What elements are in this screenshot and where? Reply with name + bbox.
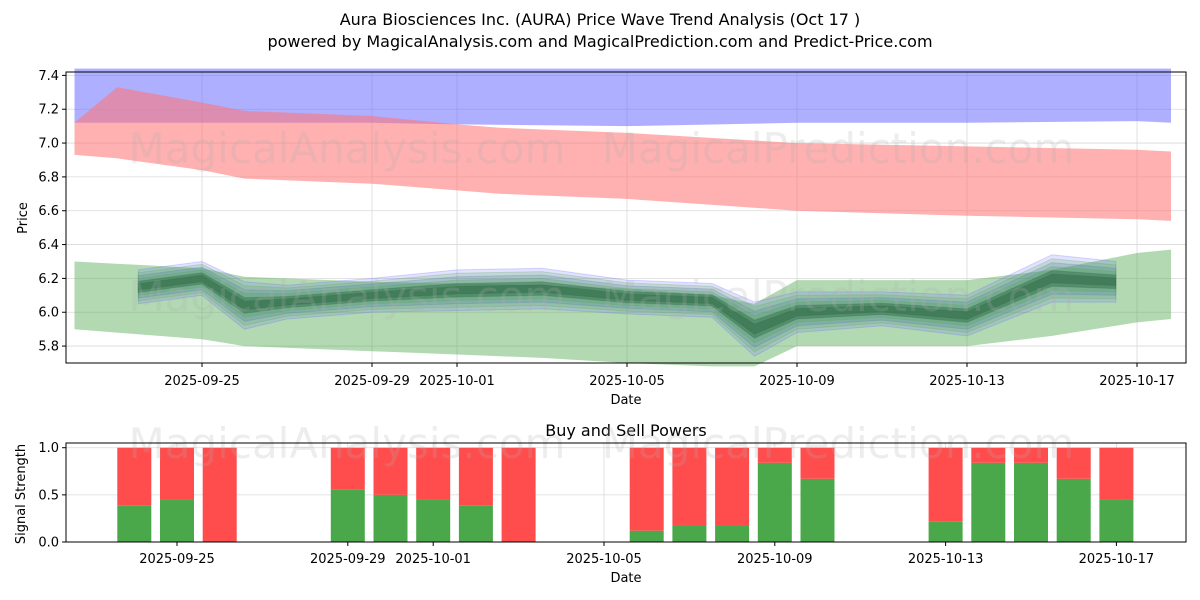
price-y-tick-label: 6.4 [38,238,59,253]
buy-bar [416,499,451,542]
price-y-tick-label: 6.6 [38,204,59,219]
price-y-tick-label: 6.0 [38,306,59,321]
signal-x-tick-label: 2025-09-29 [310,552,386,567]
price-x-tick-label: 2025-10-09 [759,374,835,389]
buy-bar [971,462,1006,542]
signal-x-tick-label: 2025-10-05 [566,552,642,567]
price-y-tick-label: 7.0 [38,137,59,152]
price-x-tick-label: 2025-10-17 [1099,374,1175,389]
sell-bar [202,447,237,542]
signal-y-label: Signal Strength [14,444,29,544]
sell-bar [117,447,152,506]
sell-bar [928,447,963,522]
price-y-ticks: 5.8 6.0 6.2 6.4 6.6 6.8 7.0 7.2 7.4 [38,69,66,355]
sell-bar [757,447,792,463]
signal-x-tick-label: 2025-10-17 [1079,552,1155,567]
band-blue-channel [74,68,1171,127]
sell-bar [971,447,1006,463]
band-red-channel [74,87,1171,221]
buy-bar [330,489,365,542]
buy-bar [117,505,152,542]
signal-x-tick-label: 2025-10-13 [908,552,984,567]
price-x-ticks: 2025-09-25 2025-09-29 2025-10-01 2025-10-05… [164,363,1175,389]
price-y-tick-label: 6.8 [38,170,59,185]
price-x-tick-label: 2025-10-13 [929,374,1005,389]
sell-bar [1056,447,1091,479]
price-x-label: Date [610,393,641,408]
price-axes-frame [65,71,1187,364]
price-y-tick-label: 6.2 [38,272,59,287]
buy-bar [1099,499,1134,542]
buy-bar [629,530,664,542]
signal-title: Buy and Sell Powers [545,421,707,440]
sell-bar [629,447,664,531]
buy-bar [458,505,493,542]
price-wave [137,254,1117,357]
signal-y-ticks: 0.0 0.5 1.0 [38,441,66,551]
signal-axes-frame [65,442,1187,543]
chart-title: Aura Biosciences Inc. (AURA) Price Wave … [340,10,861,29]
sell-bar [458,447,493,506]
buy-bar [715,525,750,542]
buy-bar [800,478,835,542]
signal-x-tick-label: 2025-10-09 [737,552,813,567]
sell-bar [800,447,835,479]
price-bands [74,68,1171,367]
price-x-tick-label: 2025-09-25 [164,374,240,389]
price-panel: MagicalAnalysis.com MagicalPrediction.co… [16,68,1187,408]
signal-x-tick-label: 2025-10-01 [395,552,471,567]
sell-bar [672,447,707,526]
signal-x-label: Date [610,571,641,586]
sell-bar [373,447,408,495]
signal-x-ticks: 2025-09-25 2025-09-29 2025-10-01 2025-10-05… [139,542,1154,567]
price-x-tick-label: 2025-09-29 [334,374,410,389]
wave-layer [137,273,1117,335]
sell-bar [715,447,750,526]
wave-layer [137,258,1117,353]
signal-y-tick-label: 0.5 [38,488,59,503]
watermark-right: MagicalPrediction.com [602,124,1075,173]
price-y-tick-label: 7.2 [38,103,59,118]
wave-layer [137,262,1117,348]
watermark-left: MagicalAnalysis.com [129,124,566,173]
sell-bar [1099,447,1134,500]
sell-bar [501,447,536,542]
wave-layer [137,266,1117,344]
buy-bar [373,494,408,542]
price-x-tick-label: 2025-10-05 [589,374,665,389]
watermark-left-low: MagicalAnalysis.com [129,272,566,321]
sell-bar [160,447,194,500]
signal-panel: Buy and Sell Powers MagicalAnalysis.com … [14,419,1187,586]
band-green-channel [74,249,1171,367]
buy-bar [1056,478,1091,542]
sell-bar [1014,447,1048,463]
chart-subtitle: powered by MagicalAnalysis.com and Magic… [267,32,932,51]
price-y-label: Price [16,202,31,234]
wave-layer [137,254,1117,357]
wave-layer [137,269,1117,339]
sell-bar [416,447,451,500]
price-x-tick-label: 2025-10-01 [419,374,495,389]
signal-bars [117,447,1134,542]
buy-bar [672,525,707,542]
signal-x-tick-label: 2025-09-25 [139,552,215,567]
price-y-tick-label: 7.4 [38,69,59,84]
watermark-right-low: MagicalPrediction.com [602,272,1075,321]
buy-bar [1014,462,1048,542]
signal-y-tick-label: 0.0 [38,536,59,551]
buy-bar [928,521,963,542]
buy-bar [757,462,792,542]
price-y-tick-label: 5.8 [38,340,59,355]
signal-y-tick-label: 1.0 [38,441,59,456]
buy-bar [160,499,194,542]
sell-bar [330,447,365,490]
